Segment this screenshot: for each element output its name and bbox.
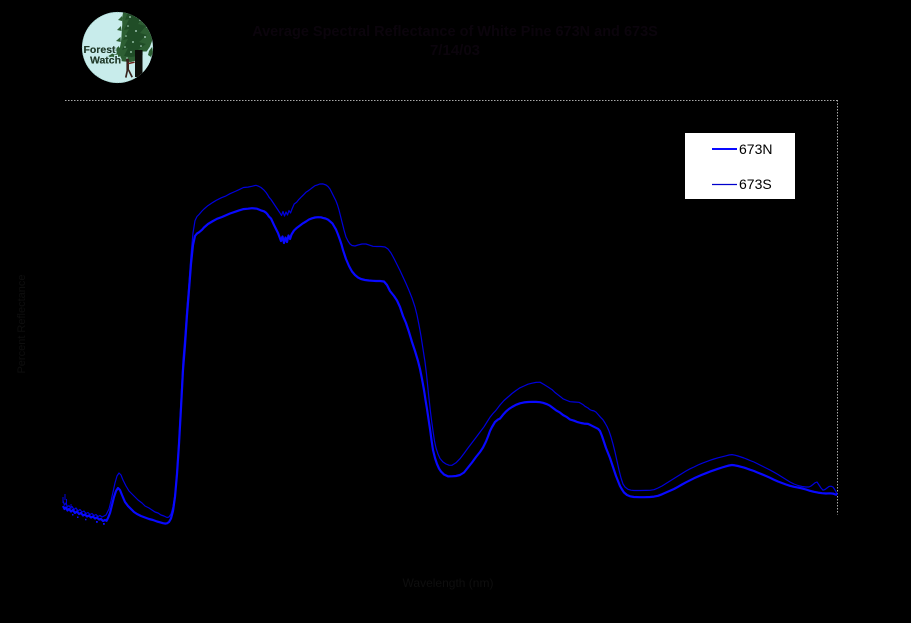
svg-text:673S: 673S: [739, 176, 772, 192]
svg-text:Watch: Watch: [90, 55, 121, 67]
svg-text:Average Spectral Reflectance o: Average Spectral Reflectance of White Pi…: [252, 24, 658, 40]
svg-text:Forest: Forest: [83, 44, 116, 56]
svg-text:Wavelength (nm): Wavelength (nm): [403, 576, 494, 590]
svg-text:Percent Reflectance: Percent Reflectance: [16, 274, 28, 373]
svg-text:7/14/03: 7/14/03: [430, 42, 480, 59]
svg-text:Forest: Forest: [83, 44, 116, 56]
svg-text:673N: 673N: [739, 141, 772, 157]
svg-text:Watch: Watch: [90, 55, 121, 67]
